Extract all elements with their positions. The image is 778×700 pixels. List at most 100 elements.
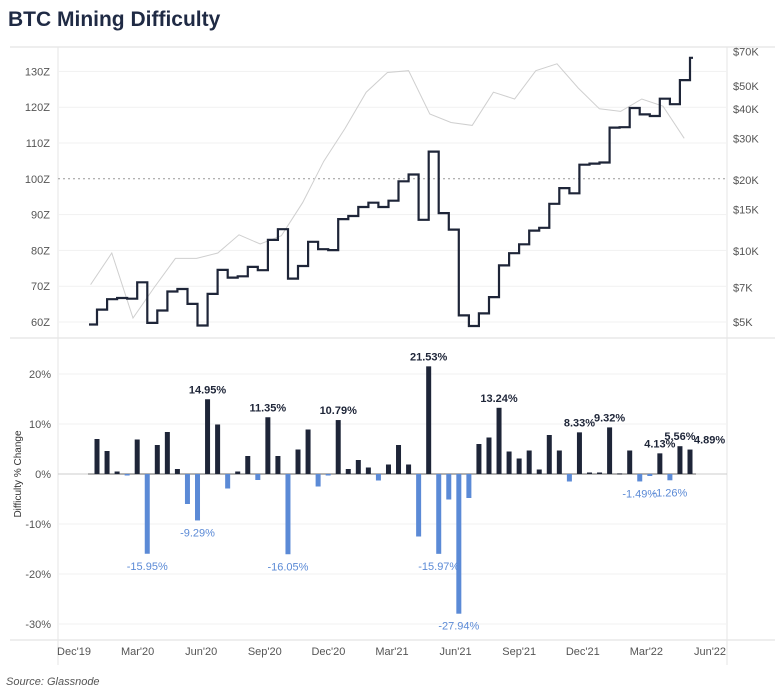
y-axis-tick: -30% xyxy=(25,619,51,631)
left-axis-tick: 90Z xyxy=(31,210,50,222)
x-axis-tick: Jun'22 xyxy=(694,646,726,658)
bar-data-label: 21.53% xyxy=(410,351,448,363)
bar xyxy=(576,432,582,474)
left-axis-tick: 120Z xyxy=(25,102,50,114)
bar xyxy=(597,472,603,474)
x-axis-tick: Mar'20 xyxy=(121,646,154,658)
bar xyxy=(315,474,321,487)
x-axis-tick: Sep'21 xyxy=(502,646,536,658)
bar xyxy=(275,456,281,474)
bar xyxy=(365,467,371,474)
bar xyxy=(617,473,623,475)
bar xyxy=(245,456,251,474)
left-axis-tick: 60Z xyxy=(31,317,50,329)
bar xyxy=(164,432,170,474)
x-axis-tick: Jun'21 xyxy=(440,646,472,658)
bar xyxy=(195,474,201,521)
bar xyxy=(456,474,462,614)
btc-price-line xyxy=(90,63,685,320)
source-note: Source: Glassnode xyxy=(6,676,100,688)
bar xyxy=(305,429,311,474)
x-axis-tick: Jun'20 xyxy=(185,646,217,658)
x-axis-tick: Dec'21 xyxy=(566,646,600,658)
bar xyxy=(506,451,512,474)
bar-data-label: -27.94% xyxy=(438,621,479,633)
bar xyxy=(607,427,613,474)
bar xyxy=(255,474,261,480)
right-axis-tick: $5K xyxy=(733,317,753,329)
bar-data-label: 5.56% xyxy=(664,431,695,443)
y-axis-tick: -20% xyxy=(25,569,51,581)
bar-data-label: 4.89% xyxy=(694,435,725,447)
bar xyxy=(526,450,532,474)
y-axis-tick: 10% xyxy=(29,419,51,431)
bar xyxy=(566,474,572,482)
bar xyxy=(476,444,482,474)
bar-data-label: -16.05% xyxy=(267,561,308,573)
bar xyxy=(416,474,422,537)
bar xyxy=(375,474,381,481)
bar xyxy=(556,450,562,474)
right-axis-tick: $15K xyxy=(733,204,759,216)
bar xyxy=(486,437,492,474)
bar xyxy=(335,420,341,474)
bar xyxy=(637,474,643,482)
difficulty-step-line xyxy=(89,56,693,328)
bar xyxy=(385,464,391,474)
y-axis-tick: -10% xyxy=(25,519,51,531)
bar xyxy=(667,474,673,481)
y-axis-tick: 0% xyxy=(35,469,51,481)
bar xyxy=(104,451,110,474)
bar-data-label: 11.35% xyxy=(250,402,287,414)
bar xyxy=(466,474,472,498)
bar-data-label: -1.49% xyxy=(622,488,657,500)
bar xyxy=(205,399,211,474)
x-axis-tick: Dec'20 xyxy=(311,646,345,658)
bar-data-label: -9.29% xyxy=(180,527,215,539)
bar-data-label: -15.95% xyxy=(127,561,168,573)
bar xyxy=(265,417,271,474)
bar xyxy=(124,474,130,476)
bar xyxy=(496,407,502,474)
bar xyxy=(295,449,301,474)
x-axis-tick: Dec'19 xyxy=(57,646,91,658)
left-axis-tick: 100Z xyxy=(25,174,50,186)
bar xyxy=(184,474,190,504)
right-axis-tick: $50K xyxy=(733,81,759,93)
left-axis-tick: 110Z xyxy=(26,138,51,150)
bar xyxy=(94,439,100,474)
right-axis-tick: $10K xyxy=(733,246,759,258)
bar xyxy=(114,471,120,474)
x-axis-tick: Sep'20 xyxy=(248,646,282,658)
right-axis-tick: $70K xyxy=(733,46,759,58)
bar xyxy=(285,474,291,555)
bar xyxy=(225,474,231,489)
bar xyxy=(536,469,542,474)
chart-title: BTC Mining Difficulty xyxy=(8,8,221,31)
x-axis-tick: Mar'21 xyxy=(375,646,408,658)
y-axis-label: Difficulty % Change xyxy=(13,430,24,518)
left-axis-tick: 130Z xyxy=(25,66,50,78)
bar xyxy=(174,469,180,474)
bar xyxy=(657,453,663,474)
left-axis-tick: 70Z xyxy=(31,281,50,293)
bar xyxy=(154,445,160,474)
bar xyxy=(396,445,402,474)
bar xyxy=(446,474,452,500)
bar xyxy=(215,424,221,474)
bar-data-label: 8.33% xyxy=(564,417,595,429)
bar-data-label: 10.79% xyxy=(320,405,358,417)
bar-data-label: 13.24% xyxy=(480,393,518,405)
right-axis-tick: $30K xyxy=(733,133,759,145)
bar-data-label: 4.13% xyxy=(644,438,675,450)
bar-data-label: -15.97% xyxy=(418,561,459,573)
bar xyxy=(687,449,693,474)
bar xyxy=(647,474,653,476)
bar xyxy=(436,474,442,554)
bar-data-label: 14.95% xyxy=(189,384,227,396)
bar xyxy=(627,450,633,474)
bar xyxy=(325,474,331,476)
bar xyxy=(144,474,150,554)
bar xyxy=(546,435,552,474)
bar xyxy=(677,446,683,474)
